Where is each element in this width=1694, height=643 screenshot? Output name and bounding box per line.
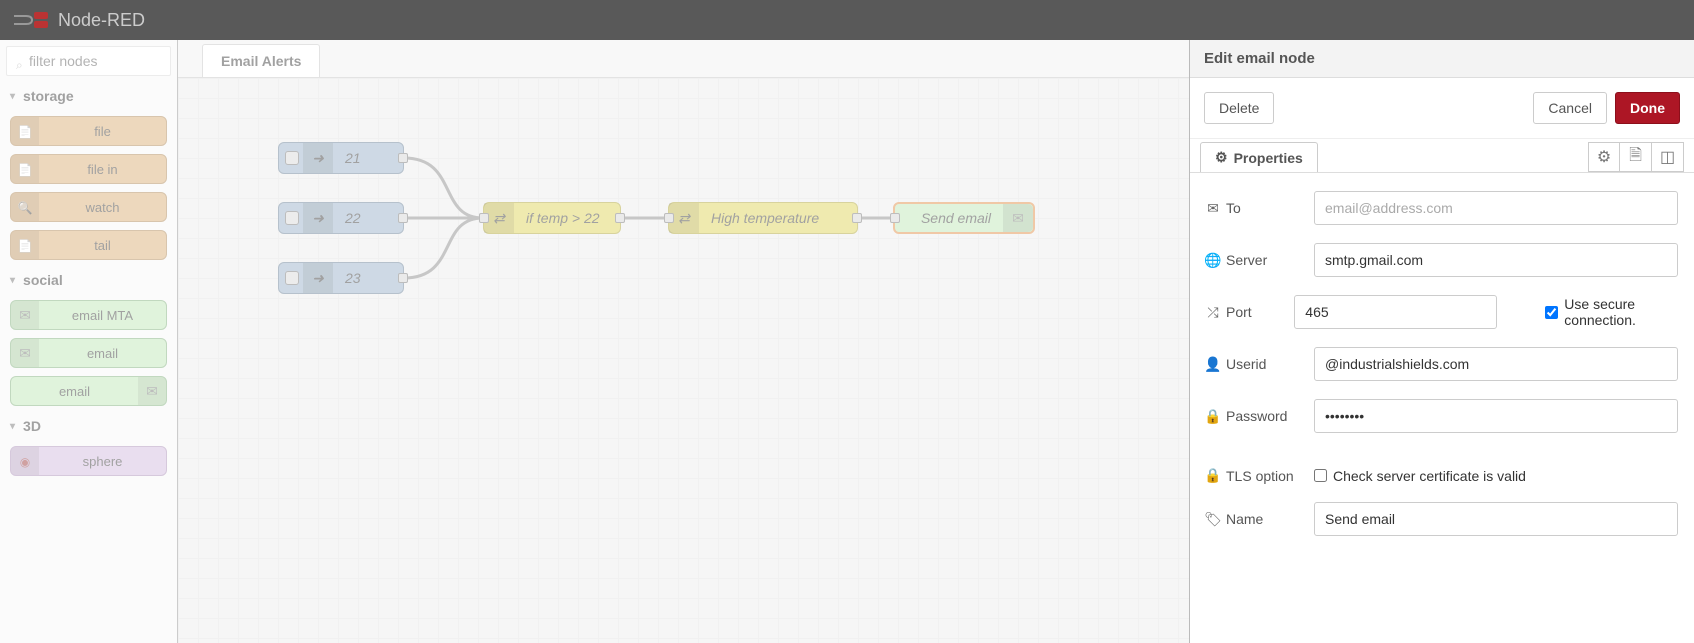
inject-button[interactable]	[285, 271, 299, 285]
flow-canvas[interactable]: ➜ 21 ➜ 22 ➜ 23 ⇄ if temp > 22	[178, 78, 1189, 643]
app-header: Node-RED	[0, 0, 1694, 40]
lock-icon: 🔒	[1206, 408, 1220, 425]
appearance-icon: ◫	[1660, 147, 1675, 167]
chevron-down-icon: ▾	[10, 275, 15, 286]
panel-title: Edit email node	[1190, 40, 1694, 78]
palette-node-tail[interactable]: tail	[10, 230, 167, 260]
envelope-icon: ✉	[1206, 200, 1220, 217]
inject-icon: ➜	[303, 203, 333, 233]
name-label: 🏷Name	[1206, 511, 1306, 528]
app-logo: Node-RED	[12, 10, 145, 31]
inject-button[interactable]	[285, 151, 299, 165]
palette-node-file[interactable]: file	[10, 116, 167, 146]
document-icon: 🗎	[1629, 144, 1642, 171]
port-label: ⤮Port	[1206, 304, 1286, 321]
delete-button[interactable]: Delete	[1204, 92, 1274, 124]
flow-node-template[interactable]: ⇄ High temperature	[668, 202, 858, 234]
category-label: 3D	[23, 418, 41, 434]
edit-node-panel: Edit email node Delete Cancel Done ⚙ Pro…	[1189, 40, 1694, 643]
flow-tab-email-alerts[interactable]: Email Alerts	[202, 44, 320, 77]
input-port[interactable]	[890, 213, 900, 223]
chevron-down-icon: ▾	[10, 421, 15, 432]
palette-node-email-in[interactable]: email	[10, 338, 167, 368]
gear-icon: ⚙	[1215, 149, 1228, 166]
tab-properties[interactable]: ⚙ Properties	[1200, 142, 1318, 172]
category-social-header[interactable]: ▾ social	[0, 266, 177, 294]
mail-icon	[11, 301, 39, 329]
category-label: social	[23, 272, 63, 288]
flow-node-email-selected[interactable]: Send email	[893, 202, 1035, 234]
inject-button[interactable]	[285, 211, 299, 225]
flow-node-inject-21[interactable]: ➜ 21	[278, 142, 404, 174]
palette-node-sphere[interactable]: sphere	[10, 446, 167, 476]
node-description-button[interactable]: 🗎	[1620, 142, 1652, 172]
port-input[interactable]	[1294, 295, 1497, 329]
tls-checkbox[interactable]	[1314, 469, 1327, 482]
node-red-logo-icon	[12, 10, 52, 30]
node-appearance-button[interactable]: ◫	[1652, 142, 1684, 172]
mail-icon	[138, 377, 166, 405]
output-port[interactable]	[398, 213, 408, 223]
palette-node-email-out[interactable]: email	[10, 376, 167, 406]
done-button[interactable]: Done	[1615, 92, 1680, 124]
to-label: ✉To	[1206, 200, 1306, 217]
palette-node-email-mta[interactable]: email MTA	[10, 300, 167, 330]
secure-label: Use secure connection.	[1564, 296, 1678, 328]
input-port[interactable]	[664, 213, 674, 223]
userid-input[interactable]	[1314, 347, 1678, 381]
node-palette: ⌕ ▾ storage file file in watch tail ▾ so…	[0, 40, 178, 643]
category-label: storage	[23, 88, 74, 104]
inject-icon: ➜	[303, 263, 333, 293]
category-storage-header[interactable]: ▾ storage	[0, 82, 177, 110]
gear-icon: ⚙	[1597, 147, 1611, 167]
palette-node-file-in[interactable]: file in	[10, 154, 167, 184]
workspace: Email Alerts ➜ 21 ➜ 22	[178, 40, 1189, 643]
secure-checkbox[interactable]	[1545, 306, 1558, 319]
tag-icon: 🏷	[1206, 511, 1220, 528]
to-input[interactable]	[1314, 191, 1678, 225]
mail-icon	[1003, 204, 1033, 232]
cancel-button[interactable]: Cancel	[1533, 92, 1607, 124]
server-label: 🌐Server	[1206, 252, 1306, 269]
output-port[interactable]	[398, 273, 408, 283]
search-icon	[11, 193, 39, 221]
tls-check-label: Check server certificate is valid	[1333, 468, 1526, 484]
tls-label: 🔒TLS option	[1206, 467, 1306, 484]
mail-icon	[11, 339, 39, 367]
lock-icon: 🔒	[1206, 467, 1220, 484]
palette-node-watch[interactable]: watch	[10, 192, 167, 222]
password-input[interactable]	[1314, 399, 1678, 433]
chevron-down-icon: ▾	[10, 91, 15, 102]
password-label: 🔒Password	[1206, 408, 1306, 425]
flow-node-inject-23[interactable]: ➜ 23	[278, 262, 404, 294]
flow-node-inject-22[interactable]: ➜ 22	[278, 202, 404, 234]
file-icon	[11, 231, 39, 259]
flow-node-switch[interactable]: ⇄ if temp > 22	[483, 202, 621, 234]
input-port[interactable]	[479, 213, 489, 223]
filter-nodes-input[interactable]	[6, 46, 171, 76]
file-icon	[11, 155, 39, 183]
app-name: Node-RED	[58, 10, 145, 31]
output-port[interactable]	[852, 213, 862, 223]
node-settings-button[interactable]: ⚙	[1588, 142, 1620, 172]
name-input[interactable]	[1314, 502, 1678, 536]
category-3d-header[interactable]: ▾ 3D	[0, 412, 177, 440]
globe-icon: 🌐	[1206, 252, 1220, 269]
output-port[interactable]	[615, 213, 625, 223]
userid-label: 👤Userid	[1206, 356, 1306, 373]
server-input[interactable]	[1314, 243, 1678, 277]
output-port[interactable]	[398, 153, 408, 163]
inject-icon: ➜	[303, 143, 333, 173]
random-icon: ⤮	[1206, 304, 1220, 321]
sphere-icon	[11, 447, 39, 475]
search-icon: ⌕	[16, 58, 23, 73]
user-icon: 👤	[1206, 356, 1220, 373]
file-icon	[11, 117, 39, 145]
